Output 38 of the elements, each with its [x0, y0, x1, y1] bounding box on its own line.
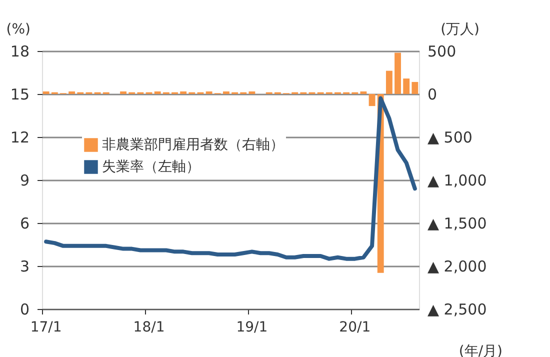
- bar: [120, 91, 126, 94]
- y-tick-label: 9: [20, 172, 30, 190]
- y2-tick-label: ▲ 500: [428, 128, 472, 146]
- y-axis-title: (%): [6, 22, 30, 38]
- y-tick-label: 0: [20, 300, 30, 318]
- y-tick-label: 3: [20, 258, 30, 276]
- line-series: [44, 96, 417, 261]
- bar: [222, 91, 230, 94]
- legend-label: 非農業部門雇用者数（右軸）: [102, 137, 284, 153]
- y2-tick-label: 0: [428, 86, 438, 104]
- y-tick-label: 6: [20, 214, 30, 232]
- y2-tick-label: ▲ 1,000: [428, 172, 487, 190]
- bar: [394, 52, 401, 94]
- y-tick-label: 15: [10, 86, 30, 104]
- bar: [154, 91, 161, 94]
- x-tick-label: 19/1: [236, 320, 268, 336]
- bar: [206, 91, 212, 94]
- legend-label: 失業率（左軸）: [102, 159, 200, 175]
- bar: [42, 91, 50, 94]
- y2-axis-title: (万人): [440, 22, 480, 38]
- y-tick-label: 12: [10, 128, 30, 146]
- bar: [248, 91, 256, 94]
- x-axis-title: (年/月): [458, 344, 502, 357]
- bar: [360, 91, 367, 94]
- y2-tick-label: 500: [428, 42, 456, 60]
- y2-tick-label: ▲ 2,000: [428, 258, 487, 276]
- bar: [403, 78, 410, 94]
- bar: [180, 91, 187, 94]
- y-tick-label: 18: [10, 42, 30, 60]
- bar: [412, 82, 418, 94]
- y2-tick-label: ▲ 2,500: [428, 300, 487, 318]
- bar: [386, 70, 392, 94]
- bar: [368, 94, 376, 106]
- x-tick-label: 17/1: [30, 320, 62, 336]
- bar: [68, 91, 76, 94]
- y2-tick-label: ▲ 1,500: [428, 214, 487, 232]
- x-tick-label: 20/1: [339, 320, 371, 336]
- x-tick-label: 18/1: [133, 320, 165, 336]
